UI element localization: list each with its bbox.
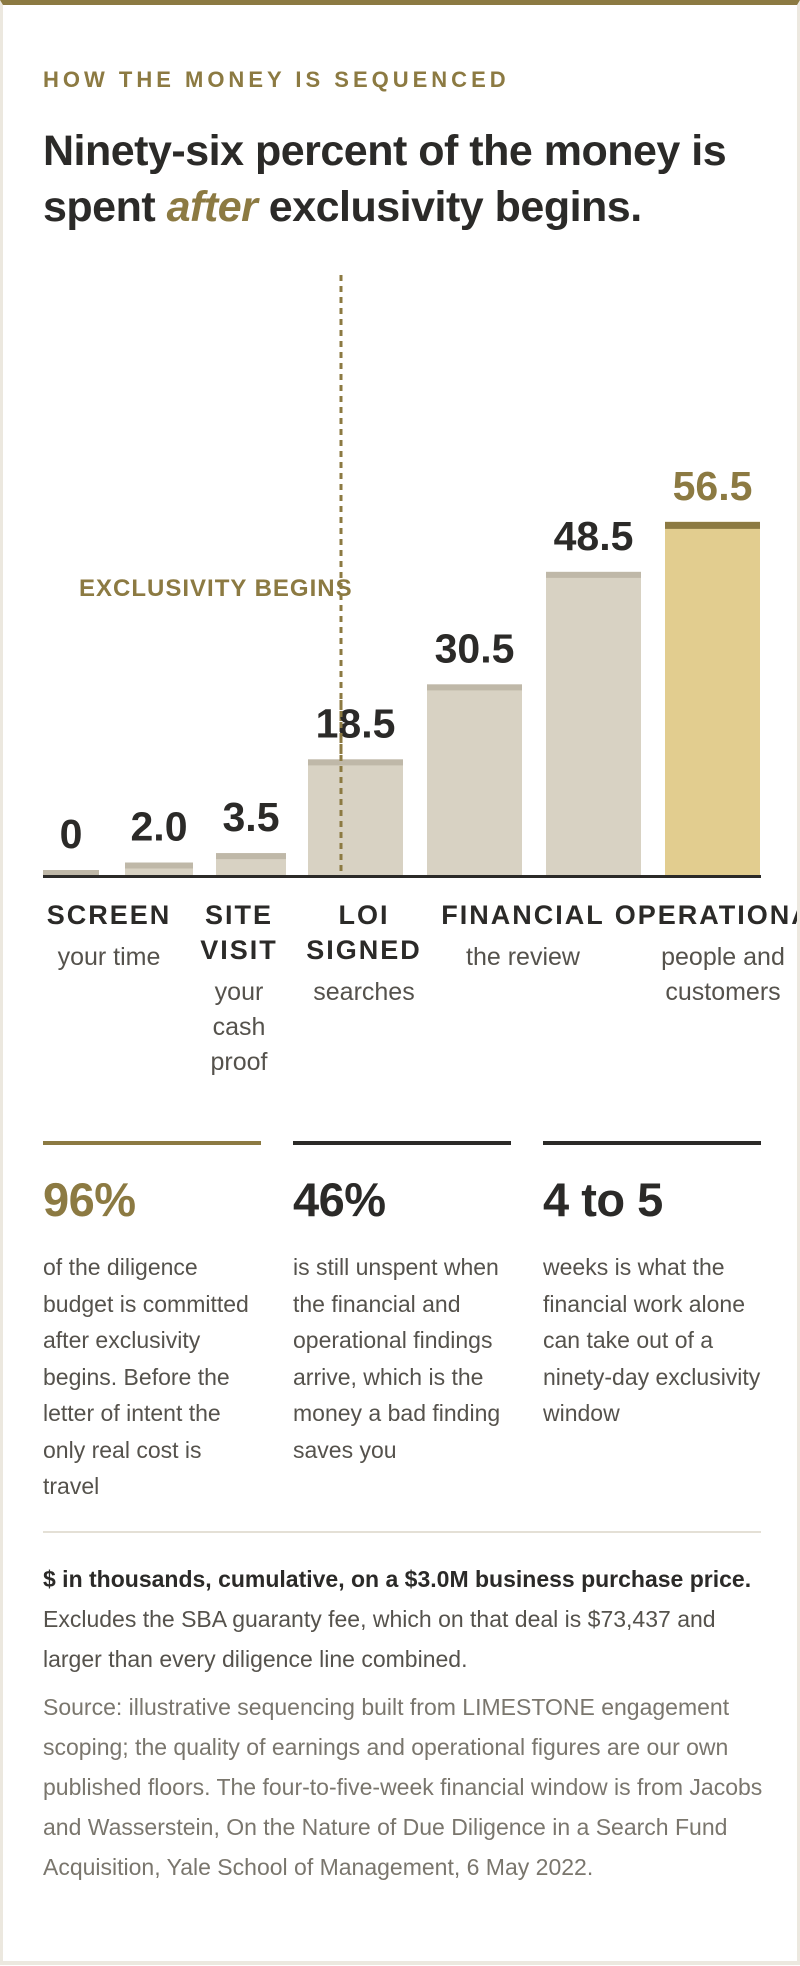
stat-value: 4 to 5 (543, 1173, 663, 1226)
bar-cap (308, 759, 403, 766)
value-label: 18.5 (316, 700, 396, 746)
source-note: Source: illustrative sequencing built fr… (43, 1694, 763, 1880)
stat-description: weeks is what the financial work alone c… (543, 1254, 761, 1426)
x-axis-line (43, 875, 761, 878)
value-label: 3.5 (223, 794, 280, 840)
eyebrow-label: HOW THE MONEY IS SEQUENCED (43, 67, 510, 92)
category-sublabel: your (215, 978, 264, 1006)
stat-committed: 96% of the diligence budget is committed… (43, 1141, 261, 1505)
bar-cap (427, 684, 522, 691)
chart-note: $ in thousands, cumulative, on a $3.0M b… (43, 1559, 763, 1679)
stat-value: 96% (43, 1173, 136, 1226)
category-label: SITE (205, 900, 273, 930)
headline-start: Ninety-six percent of the money is spent (43, 127, 727, 231)
value-label: 30.5 (435, 625, 515, 671)
bar-cap (546, 571, 641, 578)
value-label: 2.0 (131, 804, 188, 850)
bar-cap (125, 862, 193, 869)
headline-emphasis: after (166, 183, 258, 231)
stat-description: of the diligence budget is committed aft… (43, 1254, 249, 1499)
divider (43, 1531, 761, 1533)
stat-rule (543, 1141, 761, 1145)
category-label: FINANCIAL (441, 900, 604, 930)
category-label: SIGNED (306, 935, 422, 965)
category-sublabel: proof (211, 1048, 268, 1076)
value-label: 0 (60, 811, 83, 857)
bar (427, 684, 522, 875)
value-label: 48.5 (554, 513, 634, 559)
category-label: LOI (339, 900, 390, 930)
stat-description: is still unspent when the financial and … (293, 1254, 501, 1463)
stat-weeks: 4 to 5 weeks is what the financial work … (543, 1141, 761, 1432)
stat-rule (293, 1141, 511, 1145)
bar (546, 571, 641, 875)
stats-row: 96% of the diligence budget is committed… (43, 1141, 763, 1499)
bar (665, 521, 760, 875)
note-bold: $ in thousands, cumulative, on a $3.0M b… (43, 1566, 752, 1592)
bar-chart: 0 2.0 3.5 18.5 30.5 48.5 56.5 EXCLUSIVITY BEGIN… (43, 275, 797, 1076)
category-sublabel: the review (466, 943, 581, 971)
note-text: Excludes the SBA guaranty fee, which on … (43, 1606, 716, 1672)
stat-rule (43, 1141, 261, 1145)
category-label: OPERATIONAL (615, 900, 797, 930)
headline-end: exclusivity begins. (257, 183, 642, 231)
category-sublabel: customers (665, 978, 780, 1006)
stat-unspent: 46% is still unspent when the financial … (293, 1141, 511, 1468)
category-sublabel: cash (213, 1013, 266, 1041)
category-sublabel: your time (58, 943, 161, 971)
bar-cap (665, 521, 760, 529)
category-sublabel: people and (661, 943, 785, 971)
bar-cap (216, 853, 286, 860)
exclusivity-label: EXCLUSIVITY BEGINS (79, 575, 353, 602)
category-sublabel: searches (313, 978, 414, 1006)
page-title: Ninety-six percent of the money is spent… (43, 123, 773, 235)
value-label: 56.5 (673, 463, 753, 509)
stat-value: 46% (293, 1173, 386, 1226)
category-label: VISIT (200, 935, 278, 965)
category-label: SCREEN (47, 900, 172, 930)
bar (308, 759, 403, 875)
bar-cap (43, 870, 99, 876)
